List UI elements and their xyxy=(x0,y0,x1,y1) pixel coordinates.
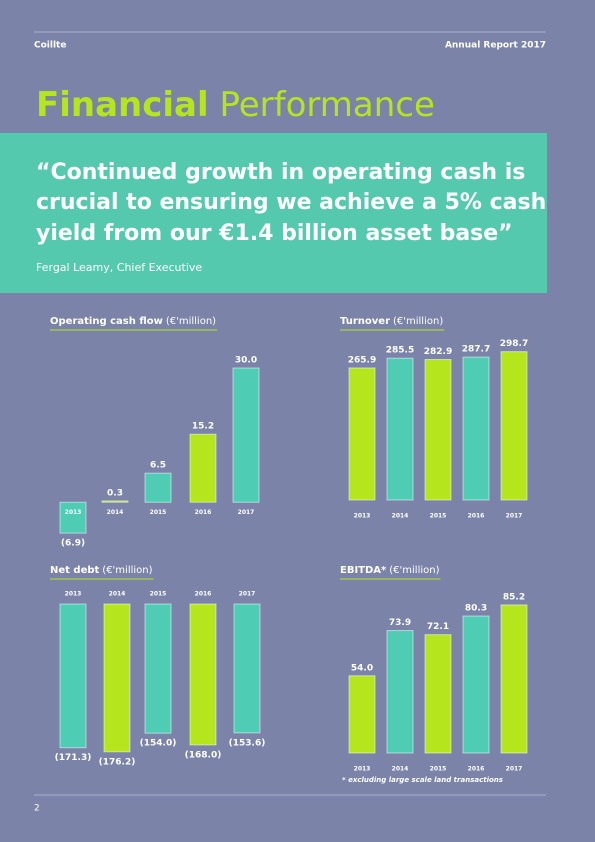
category-label: 2016 xyxy=(195,591,212,598)
quote-line: yield from our €1.4 billion asset base” xyxy=(36,221,513,246)
value-label: 298.7 xyxy=(500,339,528,349)
bar xyxy=(233,603,261,734)
category-label: 2014 xyxy=(109,591,126,598)
category-label: 2013 xyxy=(354,766,371,773)
category-label: 2016 xyxy=(468,766,485,773)
value-label: 54.0 xyxy=(351,663,373,673)
bar xyxy=(101,500,129,503)
bar xyxy=(189,603,217,746)
value-label: (168.0) xyxy=(185,750,222,760)
title-bold: Financial xyxy=(36,85,209,125)
quote-attribution: Fergal Leamy, Chief Executive xyxy=(36,261,202,274)
value-label: 287.7 xyxy=(462,345,490,355)
header-left: Coillte xyxy=(34,41,66,51)
category-label: 2015 xyxy=(150,591,167,598)
category-label: 2014 xyxy=(107,509,124,516)
value-label: (154.0) xyxy=(140,739,177,749)
category-label: 2017 xyxy=(506,766,523,773)
category-label: 2015 xyxy=(430,513,447,520)
value-label: 73.9 xyxy=(389,618,411,628)
value-label: (171.3) xyxy=(55,753,92,763)
category-label: 2013 xyxy=(354,513,371,520)
value-label: 6.5 xyxy=(150,461,166,471)
chart-title: Turnover (€'million) xyxy=(340,316,443,327)
bar xyxy=(189,433,217,503)
chart-title: Operating cash flow (€'million) xyxy=(50,316,216,327)
chart-title-unit: (€'million) xyxy=(389,565,439,576)
category-label: 2017 xyxy=(239,591,256,598)
quote-box xyxy=(0,133,547,293)
bar xyxy=(59,501,87,534)
value-label: 30.0 xyxy=(235,356,257,366)
quote-line: “Continued growth in operating cash is xyxy=(36,160,525,185)
value-label: 285.5 xyxy=(386,346,414,356)
bar xyxy=(500,351,528,501)
chart-title-main: Operating cash flow xyxy=(50,316,163,327)
bar xyxy=(500,604,528,754)
value-label: (153.6) xyxy=(229,738,266,748)
value-label: 282.9 xyxy=(424,347,452,357)
category-label: 2013 xyxy=(65,591,82,598)
value-label: (176.2) xyxy=(99,757,136,767)
page-title: Financial Performance xyxy=(36,85,435,125)
chart-title-unit: (€'million) xyxy=(393,316,443,327)
bar xyxy=(348,675,376,754)
bar xyxy=(144,603,172,734)
bar xyxy=(232,367,260,503)
header-right: Annual Report 2017 xyxy=(445,41,546,51)
bar xyxy=(462,615,490,754)
bar xyxy=(386,630,414,754)
bar xyxy=(386,357,414,501)
chart-title-unit: (€'million) xyxy=(166,316,216,327)
footnote: * excluding large scale land transaction… xyxy=(342,776,503,784)
title-light: Performance xyxy=(219,85,434,125)
bar xyxy=(348,367,376,501)
category-label: 2015 xyxy=(150,509,167,516)
category-label: 2017 xyxy=(238,509,255,516)
bar xyxy=(424,634,452,754)
value-label: 15.2 xyxy=(192,422,214,432)
chart-title-unit: (€'million) xyxy=(102,565,152,576)
category-label: 2013 xyxy=(65,509,82,516)
bar xyxy=(59,603,87,749)
bar xyxy=(424,358,452,501)
value-label: 0.3 xyxy=(107,488,123,498)
chart-title-main: Turnover xyxy=(340,316,390,327)
chart-title-main: Net debt xyxy=(50,565,100,576)
value-label: (6.9) xyxy=(61,539,85,549)
bar xyxy=(462,356,490,501)
bar xyxy=(103,603,131,753)
chart-title-main: EBITDA* xyxy=(340,565,387,576)
bar xyxy=(144,472,172,503)
category-label: 2014 xyxy=(392,513,409,520)
category-label: 2014 xyxy=(392,766,409,773)
value-label: 80.3 xyxy=(465,604,487,614)
category-label: 2016 xyxy=(195,509,212,516)
chart-title: EBITDA* (€'million) xyxy=(340,565,440,576)
category-label: 2017 xyxy=(506,513,523,520)
value-label: 265.9 xyxy=(348,355,376,365)
quote-line: crucial to ensuring we achieve a 5% cash xyxy=(36,190,546,215)
value-label: 72.1 xyxy=(427,622,449,632)
page-number: 2 xyxy=(34,804,40,814)
category-label: 2015 xyxy=(430,766,447,773)
category-label: 2016 xyxy=(468,513,485,520)
value-label: 85.2 xyxy=(503,592,525,602)
chart-title: Net debt (€'million) xyxy=(50,565,153,576)
